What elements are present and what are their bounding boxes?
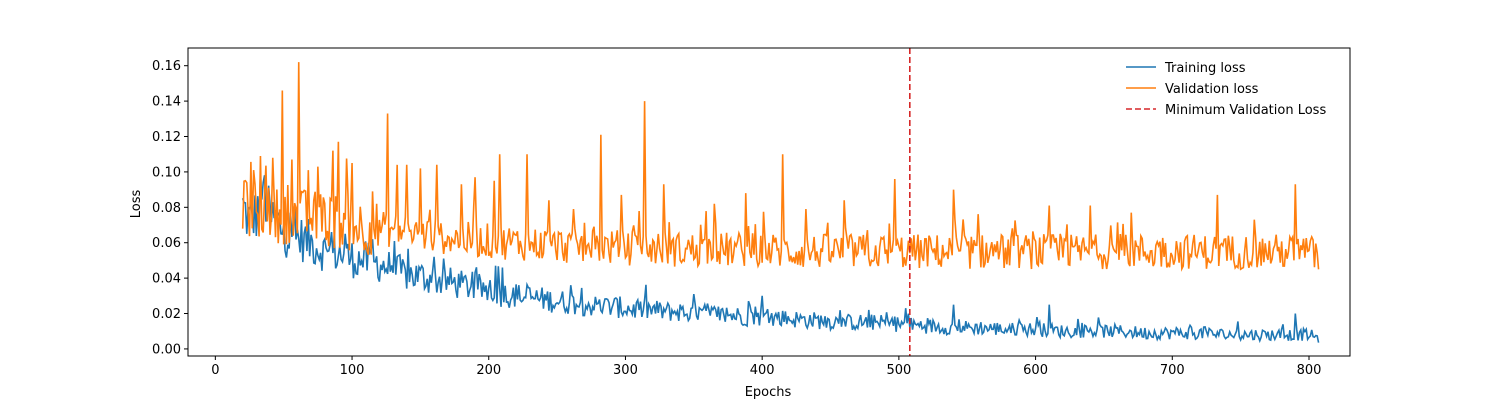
plot-area [241, 48, 1320, 356]
y-tick-label: 0.16 [152, 59, 181, 74]
y-axis-label: Loss [129, 190, 144, 219]
y-tick-label: 0.10 [152, 165, 181, 180]
legend-label-training: Training loss [1164, 61, 1246, 76]
x-tick-label: 800 [1297, 363, 1322, 378]
y-tick-label: 0.12 [152, 130, 181, 145]
x-tick-label: 200 [476, 363, 501, 378]
series-line-training [241, 173, 1320, 344]
plot-frame [187, 47, 1351, 357]
legend-label-validation: Validation loss [1165, 82, 1259, 97]
x-tick-label: 300 [613, 363, 638, 378]
x-tick-label: 500 [886, 363, 911, 378]
y-tick-label: 0.00 [152, 342, 181, 357]
y-tick-label: 0.14 [152, 95, 181, 110]
y-tick-label: 0.08 [152, 201, 181, 216]
y-tick-label: 0.02 [152, 307, 181, 322]
legend-label-min-validation-loss: Minimum Validation Loss [1165, 103, 1326, 118]
x-axis-label: Epochs [745, 385, 792, 400]
x-tick-label: 0 [211, 363, 219, 378]
x-tick-label: 400 [750, 363, 775, 378]
axes: 0 100 200 300 400 500 600 700 800 0.00 0.02 0.04 0.0… [152, 47, 1351, 378]
y-tick-label: 0.06 [152, 236, 181, 251]
x-tick-label: 600 [1023, 363, 1048, 378]
series-line-validation [241, 62, 1320, 272]
legend: Training loss Validation loss Minimum Vali… [1126, 61, 1326, 118]
x-tick-label: 100 [340, 363, 365, 378]
y-tick-label: 0.04 [152, 272, 181, 287]
x-tick-label: 700 [1160, 363, 1185, 378]
